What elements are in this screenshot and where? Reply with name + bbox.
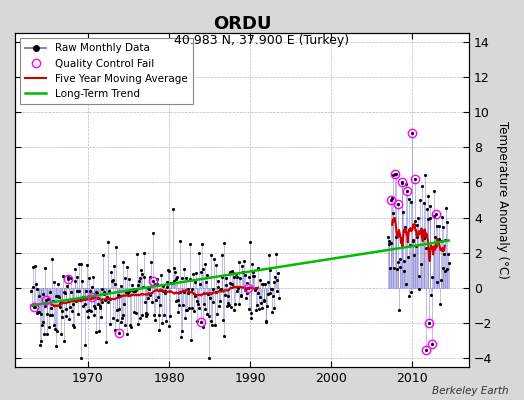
Text: 40.983 N, 37.900 E (Turkey): 40.983 N, 37.900 E (Turkey) — [174, 34, 350, 47]
Y-axis label: Temperature Anomaly (°C): Temperature Anomaly (°C) — [496, 121, 509, 279]
Text: Berkeley Earth: Berkeley Earth — [432, 386, 508, 396]
Legend: Raw Monthly Data, Quality Control Fail, Five Year Moving Average, Long-Term Tren: Raw Monthly Data, Quality Control Fail, … — [20, 38, 192, 104]
Title: ORDU: ORDU — [213, 15, 271, 33]
